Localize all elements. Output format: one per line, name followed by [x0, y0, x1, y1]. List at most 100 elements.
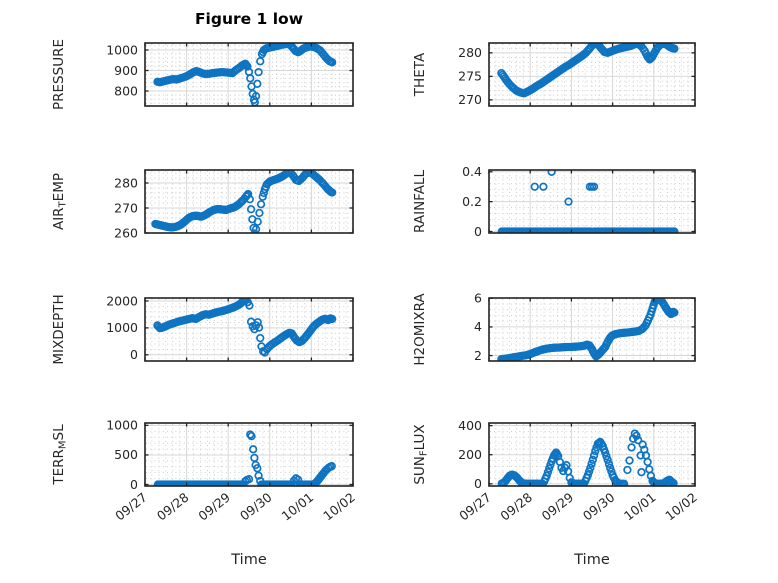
h2omixra-ytick-labels: 2 4 6: [474, 291, 482, 363]
ytick-label: 1000: [106, 42, 138, 57]
theta-ytick-labels: 270 275 280: [458, 45, 482, 107]
xtick-label: 10/01: [621, 490, 659, 524]
ytick-label: 280: [458, 45, 482, 60]
data-marker: [602, 452, 611, 461]
data-marker: [619, 479, 629, 486]
theta-ylabel: THETA: [412, 52, 428, 97]
xtick-label: 09/28: [154, 490, 192, 524]
data-marker: [637, 468, 646, 477]
data-marker: [670, 227, 679, 233]
data-marker: [239, 298, 248, 306]
data-marker: [246, 74, 255, 83]
data-marker: [256, 333, 265, 343]
xtick-label: 09/28: [497, 490, 535, 524]
mixdepth-ticks: [144, 298, 354, 361]
rainfall-minor-grid: [490, 171, 694, 232]
pressure-ylabel: PRESSURE: [51, 39, 67, 110]
data-marker: [328, 58, 337, 67]
data-marker: [670, 44, 679, 53]
rainfall-ytick-labels: 0 0.2 0.4: [462, 164, 482, 239]
air_temp-ticks: [144, 170, 354, 234]
rainfall-ticks: [488, 170, 696, 233]
data-marker: [246, 205, 256, 214]
data-marker: [589, 451, 599, 460]
data-marker: [328, 314, 337, 324]
terr_msl-ylabel: TERRM​SL: [51, 424, 69, 486]
data-marker: [627, 443, 636, 452]
mixdepth-ytick-labels: 0 1000 2000: [106, 293, 138, 362]
data-marker: [603, 455, 612, 464]
data-marker: [587, 459, 596, 468]
h2omixra-frame: [488, 297, 696, 362]
sun_flux-markers: [497, 429, 678, 486]
ytick-label: 0: [474, 476, 482, 491]
ytick-label: 400: [458, 418, 482, 433]
subplot-air_temp: 260 270 280 AIRT​EMP: [51, 169, 354, 240]
ytick-label: 0.2: [462, 194, 482, 209]
data-marker: [253, 79, 262, 88]
air_temp-frame: [144, 169, 354, 234]
ytick-label: 200: [458, 447, 482, 462]
xtick-label: 10/02: [662, 490, 700, 524]
data-marker: [591, 446, 600, 456]
data-marker: [539, 182, 548, 191]
sun_flux-ytick-labels: 0 200 400: [458, 418, 482, 491]
data-marker: [545, 464, 554, 473]
theta-markers: [497, 43, 679, 98]
ytick-label: 800: [114, 83, 138, 98]
pressure-major-grid: [145, 43, 353, 106]
figure-title: Figure 1 low: [194, 10, 304, 28]
sun_flux-ticks: [488, 423, 696, 486]
data-marker: [254, 67, 263, 77]
terr_msl-ticks: [144, 423, 354, 486]
pressure-ytick-labels: 800 900 1000: [106, 42, 138, 98]
sun_flux-ylabel: SUNF​LUX: [412, 424, 430, 484]
data-marker: [636, 451, 645, 460]
data-marker: [669, 479, 678, 486]
data-marker: [586, 463, 595, 472]
ytick-label: 0.4: [462, 164, 482, 179]
data-marker: [245, 301, 254, 310]
subplot-theta: 270 275 280 THETA: [412, 42, 696, 107]
data-marker: [530, 182, 539, 191]
air_temp-ylabel: AIRT​EMP: [51, 173, 69, 230]
mixdepth-markers: [153, 298, 337, 357]
ytick-label: 6: [474, 291, 482, 306]
xtick-label: 09/29: [539, 490, 577, 524]
data-marker: [588, 455, 597, 464]
data-marker: [643, 457, 652, 467]
ytick-label: 0: [474, 224, 482, 239]
data-marker: [328, 188, 337, 197]
data-marker: [625, 456, 634, 465]
h2omixra-markers: [497, 298, 679, 361]
data-marker: [253, 464, 262, 473]
data-marker: [250, 229, 259, 233]
xtick-label: 09/27: [112, 490, 150, 524]
ytick-label: 2000: [106, 293, 138, 308]
data-marker: [670, 308, 679, 317]
data-marker: [247, 431, 256, 441]
data-marker: [633, 436, 643, 445]
data-marker: [255, 208, 264, 218]
pressure-frame: [144, 42, 354, 107]
terr_msl-ytick-labels: 0 500 1000: [106, 418, 138, 492]
data-marker: [254, 323, 264, 332]
ytick-label: 900: [114, 63, 138, 78]
ytick-label: 0: [130, 347, 138, 362]
pressure-ticks: [144, 43, 354, 106]
data-marker: [601, 448, 610, 457]
rainfall-markers: [497, 170, 679, 233]
ytick-label: 4: [474, 319, 482, 334]
data-marker: [604, 459, 614, 468]
theta-ticks: [488, 43, 696, 106]
air_temp-markers: [151, 170, 337, 233]
ytick-label: 2: [474, 348, 482, 363]
xtick-label: 10/02: [320, 490, 358, 524]
h2omixra-ylabel: H2OMIXRA: [412, 293, 428, 366]
data-marker: [564, 197, 573, 206]
terr_msl-xtick-labels: 09/27 09/28 09/29 09/30 10/01 10/02: [112, 490, 358, 524]
ytick-label: 500: [114, 447, 138, 462]
mixdepth-ylabel: MIXDEPTH: [51, 294, 67, 364]
